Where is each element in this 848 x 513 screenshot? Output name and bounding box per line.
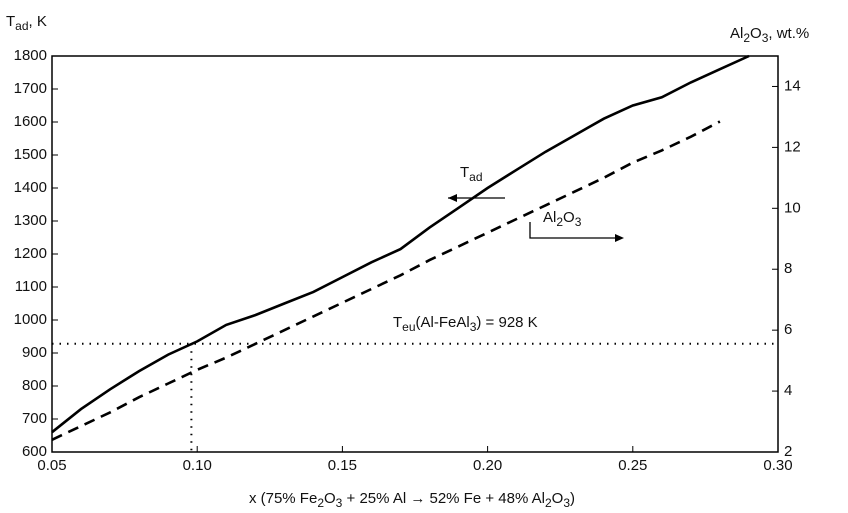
x-axis-label-part: + 25% Al → 52% Fe + 48% Al [342, 490, 545, 507]
y-tick-label: 1100 [15, 278, 47, 295]
annotation-part: T [393, 314, 402, 331]
y2-axis-label-part: 3 [762, 31, 769, 45]
x-axis-label-part: 2 [317, 496, 324, 510]
x-axis-label-part: ) [570, 490, 575, 507]
plot-frame [51, 55, 779, 453]
x-tick-label: 0.20 [473, 457, 502, 474]
y-axis-label-part: ad [15, 19, 28, 33]
annotation: Teu(Al-FeAl3) = 928 K [393, 314, 538, 334]
y2-tick-label: 14 [784, 77, 801, 94]
annotation: Al2O3 [543, 209, 582, 229]
arrow-head [615, 234, 624, 242]
y-tick-label: 1800 [14, 47, 47, 64]
y2-tick-label: 6 [784, 321, 792, 338]
annotation-part: O [563, 209, 575, 226]
annotation-part: Al [543, 209, 556, 226]
x-tick-label: 0.30 [763, 457, 792, 474]
y-tick-label: 800 [22, 377, 47, 394]
annotation-part: ad [469, 170, 482, 184]
x-axis-label-part: O [552, 490, 564, 507]
x-tick-label: 0.15 [328, 457, 357, 474]
y2-tick-label: 10 [784, 199, 801, 216]
y-tick-label: 1500 [14, 146, 47, 163]
y-tick-label: 1600 [14, 113, 47, 130]
annotation-part: 2 [556, 215, 563, 229]
y2-axis-label: Al2O3, wt.% [730, 25, 809, 45]
y-tick-label: 1000 [14, 311, 47, 328]
y-tick-label: 900 [22, 344, 47, 361]
y-axis-label: Tad, K [6, 13, 47, 33]
arrow-head [448, 194, 457, 202]
y2-tick-label: 8 [784, 260, 792, 277]
y-tick-label: 1200 [14, 245, 47, 262]
y-tick-label: 1700 [14, 80, 47, 97]
arrow-al2o3 [529, 222, 620, 239]
y-tick-label: 1300 [14, 212, 47, 229]
y2-tick-label: 12 [784, 138, 801, 155]
y-tick-label: 700 [22, 410, 47, 427]
y2-tick-label: 2 [784, 443, 792, 460]
x-axis-label: x (75% Fe2O3 + 25% Al → 52% Fe + 48% Al2… [249, 490, 575, 510]
x-tick-label: 0.25 [618, 457, 647, 474]
annotation-part: T [460, 164, 469, 181]
annotation-part: eu [402, 320, 415, 334]
x-tick-label: 0.10 [183, 457, 212, 474]
x-axis-label-part: 3 [563, 496, 570, 510]
y-tick-label: 600 [22, 443, 47, 460]
series-line [51, 54, 750, 434]
series-line [51, 120, 721, 441]
y-axis-label-part: T [6, 13, 15, 30]
x-axis-label-part: O [324, 490, 336, 507]
y2-axis-label-part: 2 [743, 31, 750, 45]
x-tick-label: 0.05 [37, 457, 66, 474]
annotation-part: ) = 928 K [476, 314, 537, 331]
x-axis-label-part: 2 [545, 496, 552, 510]
x-axis-label-part: x (75% Fe [249, 490, 317, 507]
annotation: Tad [460, 164, 483, 184]
y-axis-label-part: , K [29, 13, 47, 30]
annotation-part: (Al-FeAl [416, 314, 470, 331]
annotation-part: 3 [470, 320, 477, 334]
y2-axis-label-part: , wt.% [768, 25, 809, 42]
y2-axis-label-part: Al [730, 25, 743, 42]
x-axis-label-part: 3 [336, 496, 343, 510]
annotation-part: 3 [575, 215, 582, 229]
y2-axis-label-part: O [750, 25, 762, 42]
y2-tick-label: 4 [784, 382, 792, 399]
y-tick-label: 1400 [14, 179, 47, 196]
